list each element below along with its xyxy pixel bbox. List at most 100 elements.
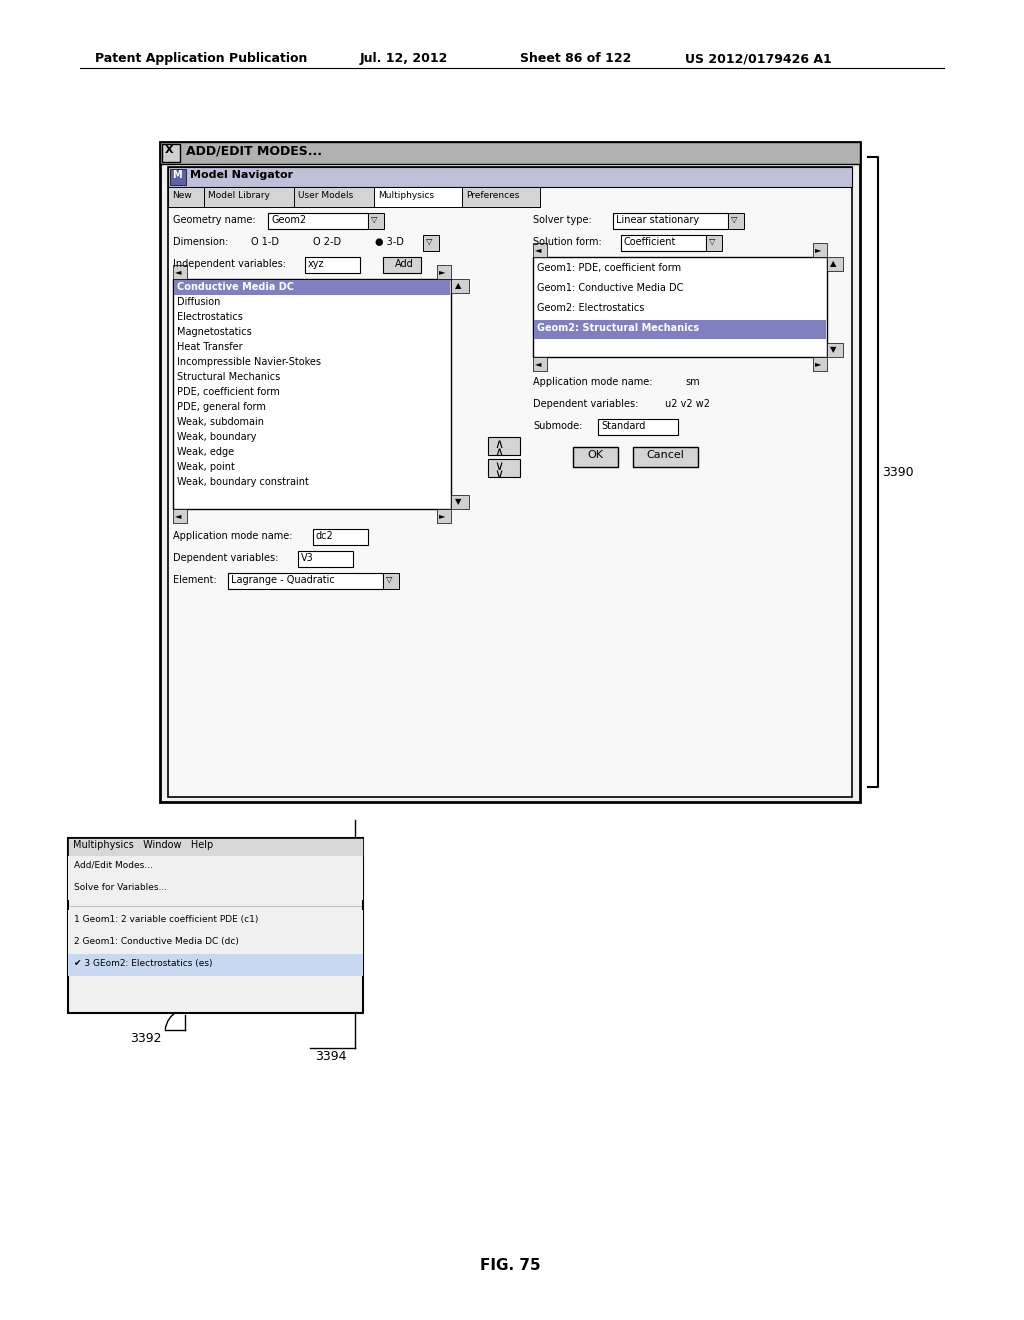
Text: FIG. 75: FIG. 75 — [479, 1258, 541, 1272]
Text: Heat Transfer: Heat Transfer — [177, 342, 243, 352]
Bar — [68, 855, 362, 878]
Text: Coefficient: Coefficient — [624, 238, 677, 247]
Bar — [534, 319, 826, 339]
Text: X: X — [165, 145, 174, 154]
Text: ▲: ▲ — [455, 281, 462, 290]
Bar — [437, 265, 451, 279]
Text: Preferences: Preferences — [466, 191, 519, 201]
Bar — [462, 187, 540, 207]
Text: 3390: 3390 — [882, 466, 913, 479]
Text: Dimension:: Dimension: — [173, 238, 228, 247]
Text: 1 Geom1: 2 variable coefficient PDE (c1): 1 Geom1: 2 variable coefficient PDE (c1) — [74, 915, 258, 924]
Text: Magnetostatics: Magnetostatics — [177, 327, 252, 337]
Text: Geom1: PDE, coefficient form: Geom1: PDE, coefficient form — [537, 263, 681, 273]
Bar — [383, 573, 399, 589]
Text: Conductive Media DC: Conductive Media DC — [177, 282, 294, 292]
Text: Dependent variables:: Dependent variables: — [173, 553, 279, 564]
Text: Standard: Standard — [601, 421, 645, 432]
Text: ►: ► — [815, 359, 821, 368]
Bar — [168, 187, 204, 207]
Text: ▽: ▽ — [371, 215, 378, 224]
Bar — [204, 187, 294, 207]
Text: dc2: dc2 — [316, 531, 334, 541]
Bar — [534, 356, 547, 371]
Text: ▽: ▽ — [386, 576, 392, 583]
Text: Linear stationary: Linear stationary — [616, 215, 699, 224]
Text: ◄: ◄ — [175, 511, 181, 520]
Bar — [68, 954, 362, 975]
Bar — [813, 243, 827, 257]
Bar — [706, 235, 722, 251]
Bar — [437, 510, 451, 523]
Bar — [488, 459, 520, 477]
Text: O 1-D: O 1-D — [251, 238, 279, 247]
Text: Submode:: Submode: — [534, 421, 583, 432]
Text: ∧: ∧ — [494, 438, 503, 451]
Bar — [573, 447, 618, 467]
Bar — [170, 169, 186, 185]
Text: Solution form:: Solution form: — [534, 238, 602, 247]
Bar — [598, 418, 678, 436]
Bar — [534, 257, 827, 356]
Text: ▽: ▽ — [709, 238, 716, 246]
Text: PDE, coefficient form: PDE, coefficient form — [177, 387, 280, 397]
Text: Electrostatics: Electrostatics — [177, 312, 243, 322]
Text: Geom2: Structural Mechanics: Geom2: Structural Mechanics — [537, 323, 699, 333]
Bar — [68, 838, 362, 855]
Text: 3392: 3392 — [130, 1032, 162, 1045]
Text: ADD/EDIT MODES...: ADD/EDIT MODES... — [186, 145, 322, 158]
Text: xyz: xyz — [308, 259, 325, 269]
Bar — [534, 243, 547, 257]
Text: M: M — [172, 170, 181, 180]
Bar — [374, 187, 462, 207]
Text: Weak, subdomain: Weak, subdomain — [177, 417, 264, 426]
Text: Model Library: Model Library — [208, 191, 270, 201]
Text: Element:: Element: — [173, 576, 217, 585]
Text: Geom1: Conductive Media DC: Geom1: Conductive Media DC — [537, 282, 683, 293]
Text: Application mode name:: Application mode name: — [173, 531, 293, 541]
Bar — [633, 447, 698, 467]
Bar — [68, 909, 362, 932]
Text: u2 v2 w2: u2 v2 w2 — [665, 399, 710, 409]
Text: ▽: ▽ — [426, 238, 432, 246]
Bar — [68, 878, 362, 900]
Text: Add/Edit Modes...: Add/Edit Modes... — [74, 861, 153, 870]
Text: ∨: ∨ — [494, 459, 503, 473]
Text: ▲: ▲ — [830, 259, 837, 268]
Bar — [162, 144, 180, 162]
Bar — [173, 265, 187, 279]
Text: ◄: ◄ — [535, 246, 542, 253]
Text: US 2012/0179426 A1: US 2012/0179426 A1 — [685, 51, 831, 65]
Text: Cancel: Cancel — [646, 450, 684, 459]
Bar — [68, 932, 362, 954]
Text: Multiphysics: Multiphysics — [378, 191, 434, 201]
Bar — [160, 143, 860, 803]
Bar — [827, 257, 843, 271]
Text: ◄: ◄ — [175, 267, 181, 276]
Text: ✔ 3 GEom2: Electrostatics (es): ✔ 3 GEom2: Electrostatics (es) — [74, 960, 213, 968]
Bar — [313, 529, 368, 545]
Bar — [368, 213, 384, 228]
Text: OK: OK — [587, 450, 603, 459]
Text: ►: ► — [439, 511, 445, 520]
Text: Model Navigator: Model Navigator — [190, 170, 293, 180]
Bar — [168, 168, 852, 797]
Text: 2 Geom1: Conductive Media DC (dc): 2 Geom1: Conductive Media DC (dc) — [74, 937, 239, 946]
Text: ►: ► — [815, 246, 821, 253]
Bar — [728, 213, 744, 228]
Bar — [827, 343, 843, 356]
Bar — [294, 187, 374, 207]
Text: Geom2: Electrostatics: Geom2: Electrostatics — [537, 304, 644, 313]
Bar — [173, 279, 451, 510]
Text: New: New — [172, 191, 191, 201]
Text: V3: V3 — [301, 553, 313, 564]
Text: ∧: ∧ — [494, 446, 503, 459]
Bar — [613, 213, 728, 228]
Bar — [488, 437, 520, 455]
Bar — [621, 235, 706, 251]
Bar — [160, 143, 860, 164]
Text: Multiphysics   Window   Help: Multiphysics Window Help — [73, 840, 213, 850]
Text: Solve for Variables...: Solve for Variables... — [74, 883, 167, 892]
Text: User Models: User Models — [298, 191, 353, 201]
Bar — [813, 356, 827, 371]
